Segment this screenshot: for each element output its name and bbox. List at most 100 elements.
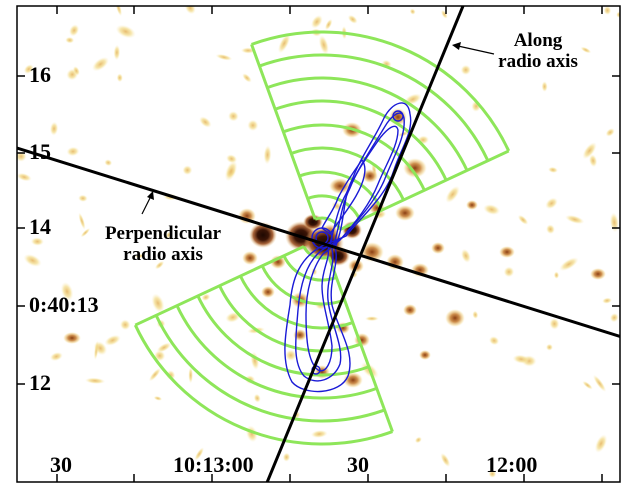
y-tick-label-15: 15 [29, 139, 51, 164]
faint-emission-blob [166, 231, 172, 239]
faint-emission-blob [503, 266, 515, 278]
faint-emission-blob [565, 214, 585, 224]
faint-emission-blob [184, 6, 196, 15]
faint-emission-blob [23, 254, 42, 267]
faint-emission-blob [225, 312, 241, 323]
faint-emission-blob [23, 64, 34, 74]
faint-emission-blob [318, 35, 329, 55]
faint-emission-blob [66, 146, 80, 157]
faint-emission-blob [364, 316, 379, 322]
faint-emission-blob [311, 15, 323, 29]
faint-emission-blob [582, 380, 593, 390]
faint-emission-blob [113, 44, 121, 61]
medium-emission-blob [63, 332, 81, 344]
faint-emission-blob [115, 24, 136, 39]
faint-emission-blob [182, 165, 193, 176]
along-radio-axis-label: Along radio axis [487, 30, 589, 72]
faint-emission-blob [104, 334, 121, 346]
faint-emission-blob [553, 271, 560, 279]
faint-emission-blob [414, 436, 422, 444]
perp-label-line1: Perpendicular [104, 223, 222, 244]
medium-emission-blob [293, 329, 307, 341]
sector-annulus-arc [282, 123, 426, 191]
faint-emission-blob [397, 130, 410, 137]
faint-emission-blob [549, 317, 560, 330]
perpendicular-radio-axis-line [17, 146, 620, 339]
faint-emission-blob [616, 11, 620, 18]
faint-emission-blob [545, 197, 558, 210]
faint-emission-blob [461, 248, 471, 263]
faint-emission-blob [548, 166, 558, 173]
faint-emission-blob [148, 367, 161, 382]
faint-emission-blob [60, 281, 74, 301]
faint-emission-blob [282, 452, 291, 462]
faint-emission-blob [65, 36, 75, 44]
faint-emission-blob [201, 293, 211, 301]
faint-emission-blob [80, 228, 91, 238]
faint-emission-blob [134, 253, 146, 259]
faint-emission-blob [285, 349, 297, 361]
faint-emission-blob [153, 395, 163, 401]
medium-emission-blob [329, 178, 351, 194]
xray-emission [17, 6, 620, 478]
faint-emission-blob [115, 6, 122, 17]
faint-emission-blob [580, 46, 592, 54]
radio-contour [305, 125, 399, 372]
faint-emission-blob [116, 73, 123, 83]
radio-contour-peak [392, 110, 404, 122]
radio-contour-peak [311, 227, 333, 249]
faint-emission-blob [228, 111, 239, 122]
faint-emission-blob [324, 18, 333, 31]
faint-emission-blob [541, 81, 548, 92]
sector-annulus-arc [258, 53, 490, 162]
faint-emission-blob [602, 297, 613, 304]
sector-edge [327, 256, 394, 433]
plot-frame [16, 5, 621, 483]
sector-annulus-arc [266, 76, 469, 172]
faint-emission-blob [605, 128, 615, 137]
medium-emission-blob [395, 205, 415, 221]
medium-emission-blob [261, 286, 275, 298]
medium-emission-blob [403, 304, 417, 316]
sector-annulus-arc [218, 285, 362, 353]
faint-emission-blob [460, 64, 471, 76]
faint-emission-blob [224, 160, 238, 182]
sector-annulus-arc [175, 304, 378, 400]
faint-emission-blob [310, 430, 328, 438]
faint-emission-blob [483, 204, 501, 215]
faint-emission-blob [199, 116, 212, 128]
y-tick-label-16: 16 [29, 62, 51, 87]
medium-emission-blob [590, 268, 606, 280]
faint-emission-blob [517, 214, 529, 225]
x-tick-label-30-right: 30 [347, 452, 369, 477]
faint-emission-blob [92, 56, 109, 72]
medium-emission-blob [362, 169, 378, 183]
medium-emission-blob [242, 251, 258, 265]
along-radio-axis-line [265, 6, 465, 482]
faint-emission-blob [188, 366, 193, 384]
faint-emission-blob [440, 9, 448, 19]
faint-emission-blob [154, 350, 166, 362]
faint-emission-blob [247, 119, 259, 132]
faint-emission-blob [49, 121, 59, 136]
x-tick-label-12-00: 12:00 [486, 452, 538, 477]
faint-emission-blob [546, 224, 555, 235]
faint-emission-blob [166, 370, 176, 381]
faint-emission-blob [78, 194, 88, 202]
faint-emission-blob [582, 142, 597, 160]
y-tick-label-12: 12 [29, 370, 51, 395]
faint-emission-blob [253, 393, 261, 403]
sector-edge [134, 245, 305, 327]
faint-emission-blob [472, 310, 479, 319]
faint-emission-blob [194, 447, 205, 461]
x-tick-label-10-13-00: 10:13:00 [173, 452, 254, 477]
medium-emission-blob [419, 350, 431, 360]
faint-emission-blob [17, 151, 27, 162]
faint-emission-blob [593, 374, 607, 393]
radio-contour [295, 112, 405, 382]
y-tick-label-40-13: 0:40:13 [29, 292, 99, 317]
radio-contour [321, 158, 366, 236]
medium-emission-blob [445, 309, 465, 327]
faint-emission-blob [347, 14, 358, 24]
